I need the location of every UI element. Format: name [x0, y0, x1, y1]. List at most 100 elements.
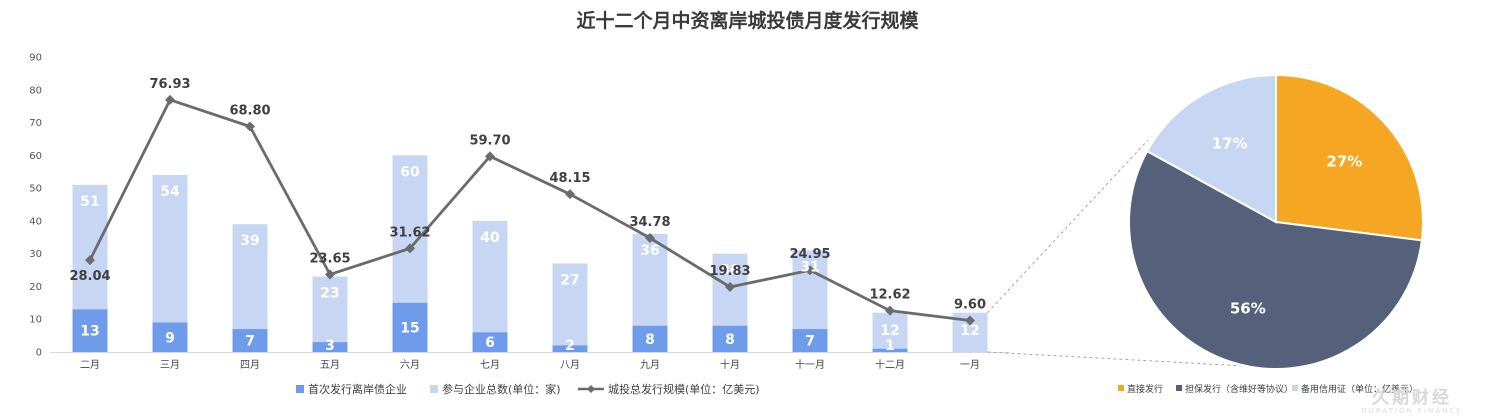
bar-total-label: 51 [80, 194, 99, 210]
bar-total-label: 40 [480, 230, 500, 246]
pie-slice [1145, 73, 1277, 224]
y-tick-label: 30 [29, 249, 42, 260]
x-tick-label: 一月 [960, 359, 980, 371]
bar-first-issuer [632, 325, 668, 352]
bar-first-issuer-label: 7 [245, 334, 255, 350]
axes-layer: 0 10 20 30 40 50 60 70 80 90 二月 三月 四月 五月 六月 七月 八月 九月 十月 十一月… [29, 53, 1010, 371]
x-tick-label: 九月 [640, 359, 660, 371]
line-value-label: 19.83 [709, 264, 750, 279]
line-marker [965, 315, 975, 326]
bar-first-issuer [712, 325, 748, 352]
x-tick-label: 十月 [720, 358, 740, 371]
bar-first-issuer [152, 322, 188, 352]
line-value-label: 9.60 [954, 298, 986, 313]
line-marker [885, 305, 895, 316]
bar-first-issuer-label: 13 [80, 324, 99, 340]
y-tick-label: 90 [29, 53, 42, 64]
legend-label: 城投总发行规模(单位：亿美元) [608, 382, 760, 396]
bar-first-issuer [232, 329, 268, 352]
line-marker [565, 189, 575, 200]
y-tick-label: 0 [36, 348, 42, 359]
pie-legend-swatch [1118, 385, 1124, 391]
bar-total [552, 263, 588, 352]
line-marker [325, 269, 335, 280]
pie-slice [1128, 149, 1423, 370]
line-value-label: 23.65 [309, 251, 350, 266]
bar-total-label: 54 [160, 184, 180, 200]
bar-first-issuer [552, 345, 588, 352]
bar-total [472, 220, 508, 352]
line-marker [245, 121, 255, 132]
pie-chart: 27% 56% 17% [987, 73, 1424, 370]
x-tick-label: 五月 [320, 359, 340, 371]
bar-total-label: 60 [400, 164, 420, 180]
line-marker [405, 243, 415, 254]
legend-swatch [430, 385, 438, 393]
line-value-label: 76.93 [149, 77, 190, 92]
x-tick-label: 二月 [80, 359, 100, 371]
bar-first-issuer-label: 6 [485, 335, 495, 351]
line-marker [165, 94, 175, 105]
bar-first-issuer-label: 8 [725, 332, 735, 348]
bar-first-issuer [472, 332, 508, 352]
legend-swatch [296, 385, 304, 393]
bar-total-label: 12 [960, 323, 979, 339]
x-tick-label: 七月 [480, 359, 500, 371]
x-tick-label: 十一月 [795, 358, 825, 371]
chart-title: 近十二个月中资离岸城投债月度发行规模 [576, 10, 919, 32]
pie-legend-label: 担保发行（含维好等协议） [1185, 383, 1293, 395]
line-marker [725, 282, 735, 293]
bars-layer [72, 155, 988, 352]
x-tick-label: 十二月 [875, 358, 905, 371]
bar-first-issuer-label: 2 [565, 338, 575, 354]
bar-total-label: 23 [320, 286, 339, 302]
pie-slice-label: 56% [1230, 300, 1266, 318]
line-marker [485, 151, 495, 162]
line-series-layer [85, 94, 975, 326]
bar-first-issuer-label: 9 [165, 330, 175, 346]
line-marker [645, 232, 655, 243]
connector-line [987, 139, 1149, 314]
y-tick-label: 70 [29, 118, 42, 129]
bar-first-issuer-label: 3 [325, 338, 335, 354]
y-tick-label: 20 [29, 282, 42, 293]
line-value-label: 28.04 [69, 269, 110, 284]
bar-first-issuer-label: 1 [885, 338, 895, 354]
bar-first-issuer-label: 8 [645, 332, 655, 348]
watermark-subtext: DURATION FINANCE [1361, 407, 1462, 415]
legend-label: 参与企业总数(单位：家) [442, 382, 561, 396]
y-tick-label: 50 [29, 184, 42, 195]
bar-first-issuer-label: 15 [400, 320, 419, 336]
pie-legend-swatch [1292, 385, 1298, 391]
bar-first-issuer [72, 309, 108, 352]
bar-first-issuer-label: 7 [805, 334, 815, 350]
line-value-label: 31.62 [389, 225, 430, 240]
bar-first-issuer [312, 342, 348, 352]
legend: 首次发行离岸债企业 参与企业总数(单位：家) 城投总发行规模(单位：亿美元) 直接发行… [296, 382, 1418, 396]
bar-first-issuer [392, 302, 428, 352]
pie-slice-label: 17% [1212, 135, 1248, 153]
bar-total [872, 312, 908, 352]
y-tick-label: 80 [29, 85, 42, 96]
pie-slice-label: 27% [1326, 153, 1362, 171]
line-value-label: 12.62 [869, 288, 910, 303]
y-tick-label: 10 [29, 315, 42, 326]
line-value-label: 24.95 [789, 247, 830, 262]
y-tick-label: 40 [29, 216, 42, 227]
bar-total-label: 12 [880, 323, 899, 339]
line-total-issuance [88, 98, 971, 322]
bar-first-issuer [792, 329, 828, 352]
legend-label: 首次发行离岸债企业 [308, 382, 407, 396]
x-tick-label: 八月 [560, 359, 580, 371]
pie-legend-label: 直接发行 [1127, 383, 1163, 395]
bar-total-label: 30 [720, 263, 740, 279]
labels-layer: 51 54 39 23 60 40 27 36 30 31 12 12 13 9 7 3 15 6 2 8 8 7 1 28.… [69, 77, 986, 354]
line-marker [805, 265, 815, 276]
pie-legend-label: 备用信用证（单位：亿美元） [1301, 383, 1418, 395]
bar-total [312, 276, 348, 352]
y-tick-label: 60 [29, 151, 42, 162]
x-tick-label: 四月 [240, 359, 260, 371]
line-value-label: 48.15 [549, 171, 590, 186]
